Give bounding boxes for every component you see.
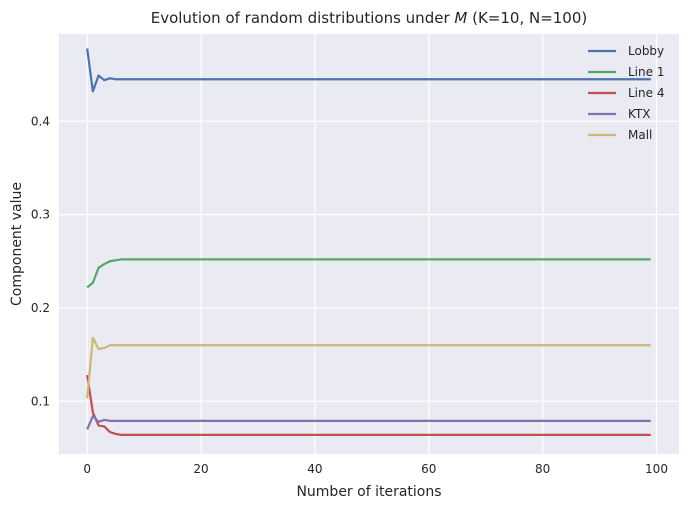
x-tick-label: 40 [307,462,322,476]
y-axis-label: Component value [9,182,25,306]
series-line-line-4 [86,374,651,436]
chart-title-math: M [454,9,467,27]
legend: Lobby Line 1 Line 4 KTX Mall [588,44,664,142]
legend-label: KTX [628,107,651,121]
x-tick-labels: 0 20 40 60 80 100 [83,462,668,476]
series-layer [86,48,651,436]
y-tick-labels: 0.1 0.2 0.3 0.4 [31,114,50,408]
grid [59,34,679,454]
x-tick-label: 80 [535,462,550,476]
series-line-ktx [86,415,651,430]
x-axis-label: Number of iterations [296,484,441,500]
series-line-mall [86,336,651,399]
plot-background [59,34,679,454]
y-tick-label: 0.1 [31,394,50,408]
legend-label: Line 1 [628,65,664,79]
legend-label: Lobby [628,44,664,58]
y-tick-label: 0.4 [31,114,50,128]
series-line-lobby [86,48,651,93]
y-tick-label: 0.3 [31,208,50,222]
x-tick-label: 100 [645,462,668,476]
series-line-line-1 [86,258,651,289]
legend-label: Line 4 [628,86,664,100]
x-tick-label: 0 [83,462,91,476]
x-tick-label: 20 [193,462,208,476]
legend-label: Mall [628,128,652,142]
chart-title: Evolution of random distributions under … [151,9,588,27]
x-tick-label: 60 [421,462,436,476]
y-tick-label: 0.2 [31,301,50,315]
